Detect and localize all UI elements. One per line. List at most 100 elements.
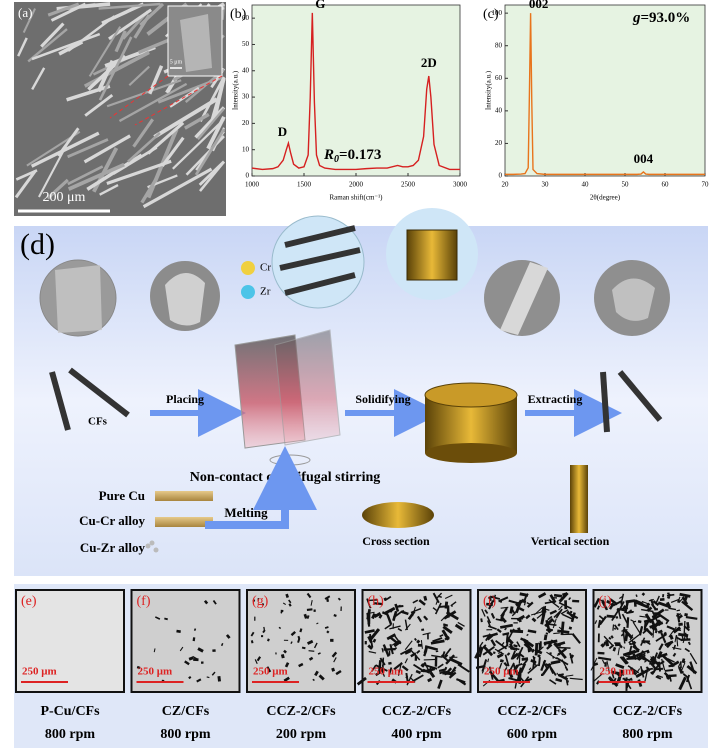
caption: 600 rpm [507,727,558,742]
precipitate [444,635,450,641]
precipitate [519,592,529,597]
precipitate [549,679,557,685]
fiber [284,272,356,296]
precipitate [297,637,301,643]
precipitate [164,617,168,621]
precipitate [381,647,384,653]
precipitate [603,641,607,645]
precipitate [406,673,413,686]
precipitate [499,623,514,629]
precipitate [404,640,413,651]
precipitate [626,617,630,628]
x-tick-label: 50 [622,181,630,189]
precipitate [568,597,572,601]
precipitate [639,615,650,619]
x-tick-label: 60 [662,181,670,189]
precipitate [500,606,509,609]
precipitate [412,674,424,683]
precipitate [389,625,401,630]
precipitate [298,662,304,668]
precipitate [404,623,411,631]
fiber [31,32,101,61]
precipitate [537,654,541,658]
precipitate [631,640,637,646]
precipitate [657,612,670,623]
precipitate [193,628,197,631]
precipitate [555,677,563,683]
fiber [98,2,161,10]
fiber [47,2,80,17]
section-label: Cross section [362,534,430,548]
precipitate [676,612,681,623]
precipitate [333,614,337,617]
fiber [67,138,109,159]
fiber [133,14,151,39]
section-label: Vertical section [531,534,610,548]
precipitate [656,650,663,660]
zoom-line [134,75,223,126]
scale-label: 200 μm [43,190,86,205]
plot-background [504,4,706,177]
precipitate [664,668,674,672]
precipitate [432,637,443,643]
precipitate [308,650,315,652]
precipitate [442,625,453,634]
precipitate [438,668,446,673]
precipitate [527,629,537,634]
precipitate [668,607,677,611]
precipitate [481,659,488,672]
precipitate [549,594,557,604]
precipitate [261,603,265,606]
fiber [194,128,226,176]
precipitate [684,632,689,639]
precipitate [679,661,682,669]
precipitate [450,604,454,608]
precipitate [552,618,557,629]
precipitate [372,638,377,643]
peak-label: D [278,124,287,139]
precipitate [454,623,464,631]
precipitate [566,680,570,684]
precipitate [622,677,632,690]
fiber [106,159,172,186]
precipitate [324,626,329,629]
precipitate [496,628,502,633]
precipitate [612,646,617,652]
precipitate [306,639,314,645]
fiber [118,82,188,123]
precipitate [571,633,581,644]
precipitate [613,624,619,631]
caption: CZ/CFs [162,704,210,719]
precipitate [367,644,373,650]
precipitate [653,667,664,671]
precipitate [288,599,292,604]
precipitate [368,611,375,614]
precipitate [557,647,568,656]
precipitate [646,602,651,607]
precipitate [378,614,383,619]
precipitate [480,618,483,623]
precipitate [537,656,541,667]
precipitate [509,606,514,614]
precipitate [668,626,677,638]
precipitate [596,605,601,610]
scale-label: 250 μm [600,666,635,678]
precipitate [540,611,546,625]
ratio-value: =0.173 [339,147,381,163]
precipitate [569,652,574,664]
precipitate [662,654,674,666]
precipitate [672,644,677,650]
fiber [98,36,133,101]
precipitate [623,646,626,649]
precipitate [401,609,405,614]
precipitate [682,673,689,679]
ratio-label: g=93.0% [632,10,690,26]
y-tick-label: 60 [242,14,250,22]
precipitate [648,598,654,602]
precipitate [556,646,571,649]
precipitate [531,648,536,653]
inset-fiber [180,14,212,72]
precipitate [535,648,543,655]
precipitate [590,657,598,671]
